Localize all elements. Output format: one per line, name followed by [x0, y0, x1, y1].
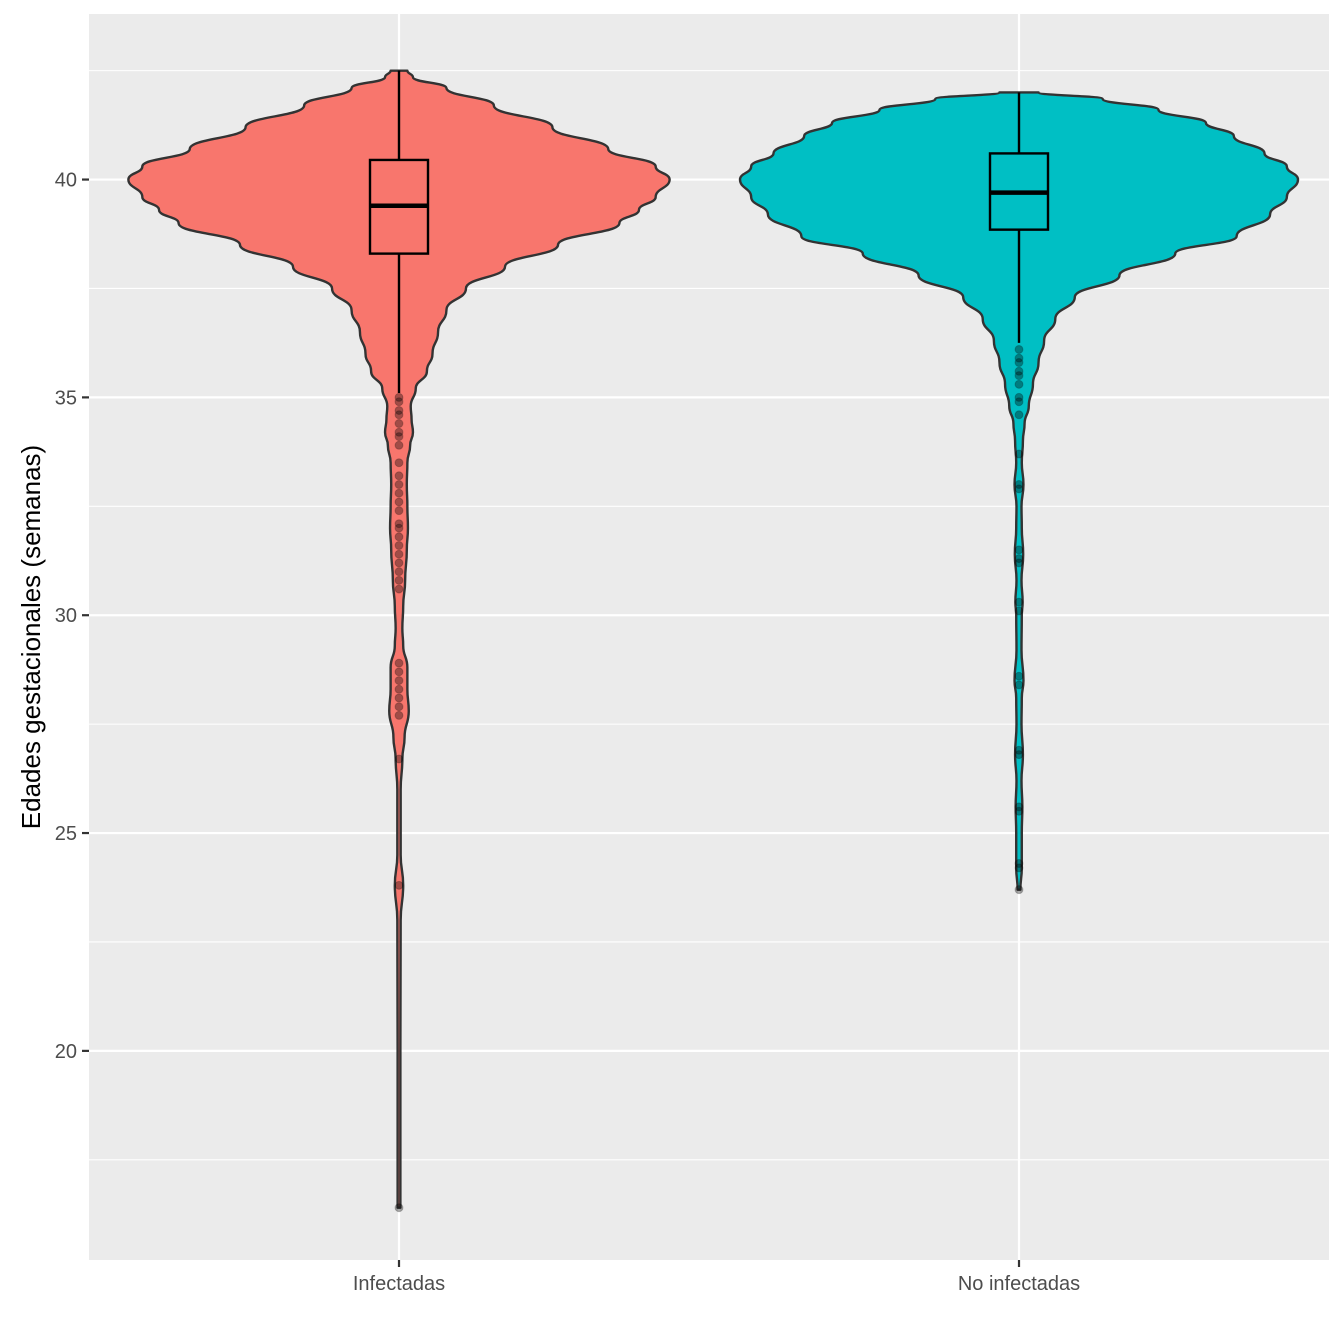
outlier-point: [394, 419, 404, 429]
outlier-point: [1014, 859, 1024, 869]
outlier-point: [394, 658, 404, 668]
outlier-point: [1014, 554, 1024, 564]
outlier-point: [1014, 606, 1024, 616]
outlier-point: [1014, 597, 1024, 607]
outlier-point: [394, 506, 404, 516]
y-axis-title: Edades gestacionales (semanas): [16, 445, 46, 829]
outlier-point: [1014, 392, 1024, 402]
violin-group: [738, 91, 1300, 895]
outlier-point: [1014, 750, 1024, 760]
outlier-point: [1014, 671, 1024, 681]
outlier-point: [1014, 863, 1024, 873]
outlier-point: [394, 754, 404, 764]
outlier-point: [394, 405, 404, 415]
outlier-point: [394, 702, 404, 712]
minor-gridlines: [89, 70, 1329, 1161]
outlier-point: [394, 710, 404, 720]
outlier-point: [394, 432, 404, 442]
outlier-point: [394, 440, 404, 450]
outlier-point: [1014, 480, 1024, 490]
outlier-point: [394, 558, 404, 568]
outlier-point: [1014, 558, 1024, 568]
outlier-point: [394, 684, 404, 694]
outlier-point: [1014, 806, 1024, 816]
outlier-point: [1014, 366, 1024, 376]
outlier-point: [1014, 344, 1024, 354]
x-tick-label: No infectadas: [958, 1273, 1080, 1295]
outlier-point: [1014, 410, 1024, 420]
outlier-point: [1014, 371, 1024, 381]
outlier-point: [1014, 484, 1024, 494]
outlier-point: [394, 693, 404, 703]
y-axis: 20 25 30 35 40: [55, 170, 89, 1063]
outlier-point: [1014, 449, 1024, 459]
violin-shape: [738, 91, 1300, 891]
outlier-point: [1014, 885, 1024, 895]
outlier-point: [394, 541, 404, 551]
y-tick-label: 35: [55, 387, 77, 409]
outlier-point: [394, 519, 404, 529]
outlier-point: [394, 458, 404, 468]
outlier-point: [394, 392, 404, 402]
outlier-point: [394, 549, 404, 559]
outlier-point: [394, 567, 404, 577]
y-tick-label: 25: [55, 823, 77, 845]
outlier-point: [394, 497, 404, 507]
violin-shape: [127, 69, 671, 1209]
y-tick-label: 40: [55, 170, 77, 192]
outlier-point: [1014, 680, 1024, 690]
outlier-point: [394, 523, 404, 533]
outlier-point: [394, 1203, 404, 1213]
outlier-point: [1014, 358, 1024, 368]
x-axis: Infectadas No infectadas: [353, 1260, 1080, 1295]
y-tick-label: 20: [55, 1041, 77, 1063]
outlier-point: [394, 584, 404, 594]
outlier-point: [394, 575, 404, 585]
y-tick-label: 30: [55, 605, 77, 627]
outlier-point: [394, 397, 404, 407]
outlier-point: [394, 676, 404, 686]
x-tick-label: Infectadas: [353, 1273, 445, 1295]
outlier-point: [394, 488, 404, 498]
outlier-point: [394, 532, 404, 542]
outlier-point: [1014, 802, 1024, 812]
outlier-point: [394, 880, 404, 890]
violin-group: [127, 69, 671, 1213]
outlier-point: [1014, 545, 1024, 555]
outlier-point: [1014, 379, 1024, 389]
outlier-point: [394, 667, 404, 677]
outlier-point: [1014, 745, 1024, 755]
outlier-point: [394, 471, 404, 481]
outlier-point: [1014, 353, 1024, 363]
outlier-point: [1014, 397, 1024, 407]
outlier-point: [394, 427, 404, 437]
outlier-point: [394, 410, 404, 420]
violins: [127, 69, 1300, 1213]
outlier-point: [394, 480, 404, 490]
